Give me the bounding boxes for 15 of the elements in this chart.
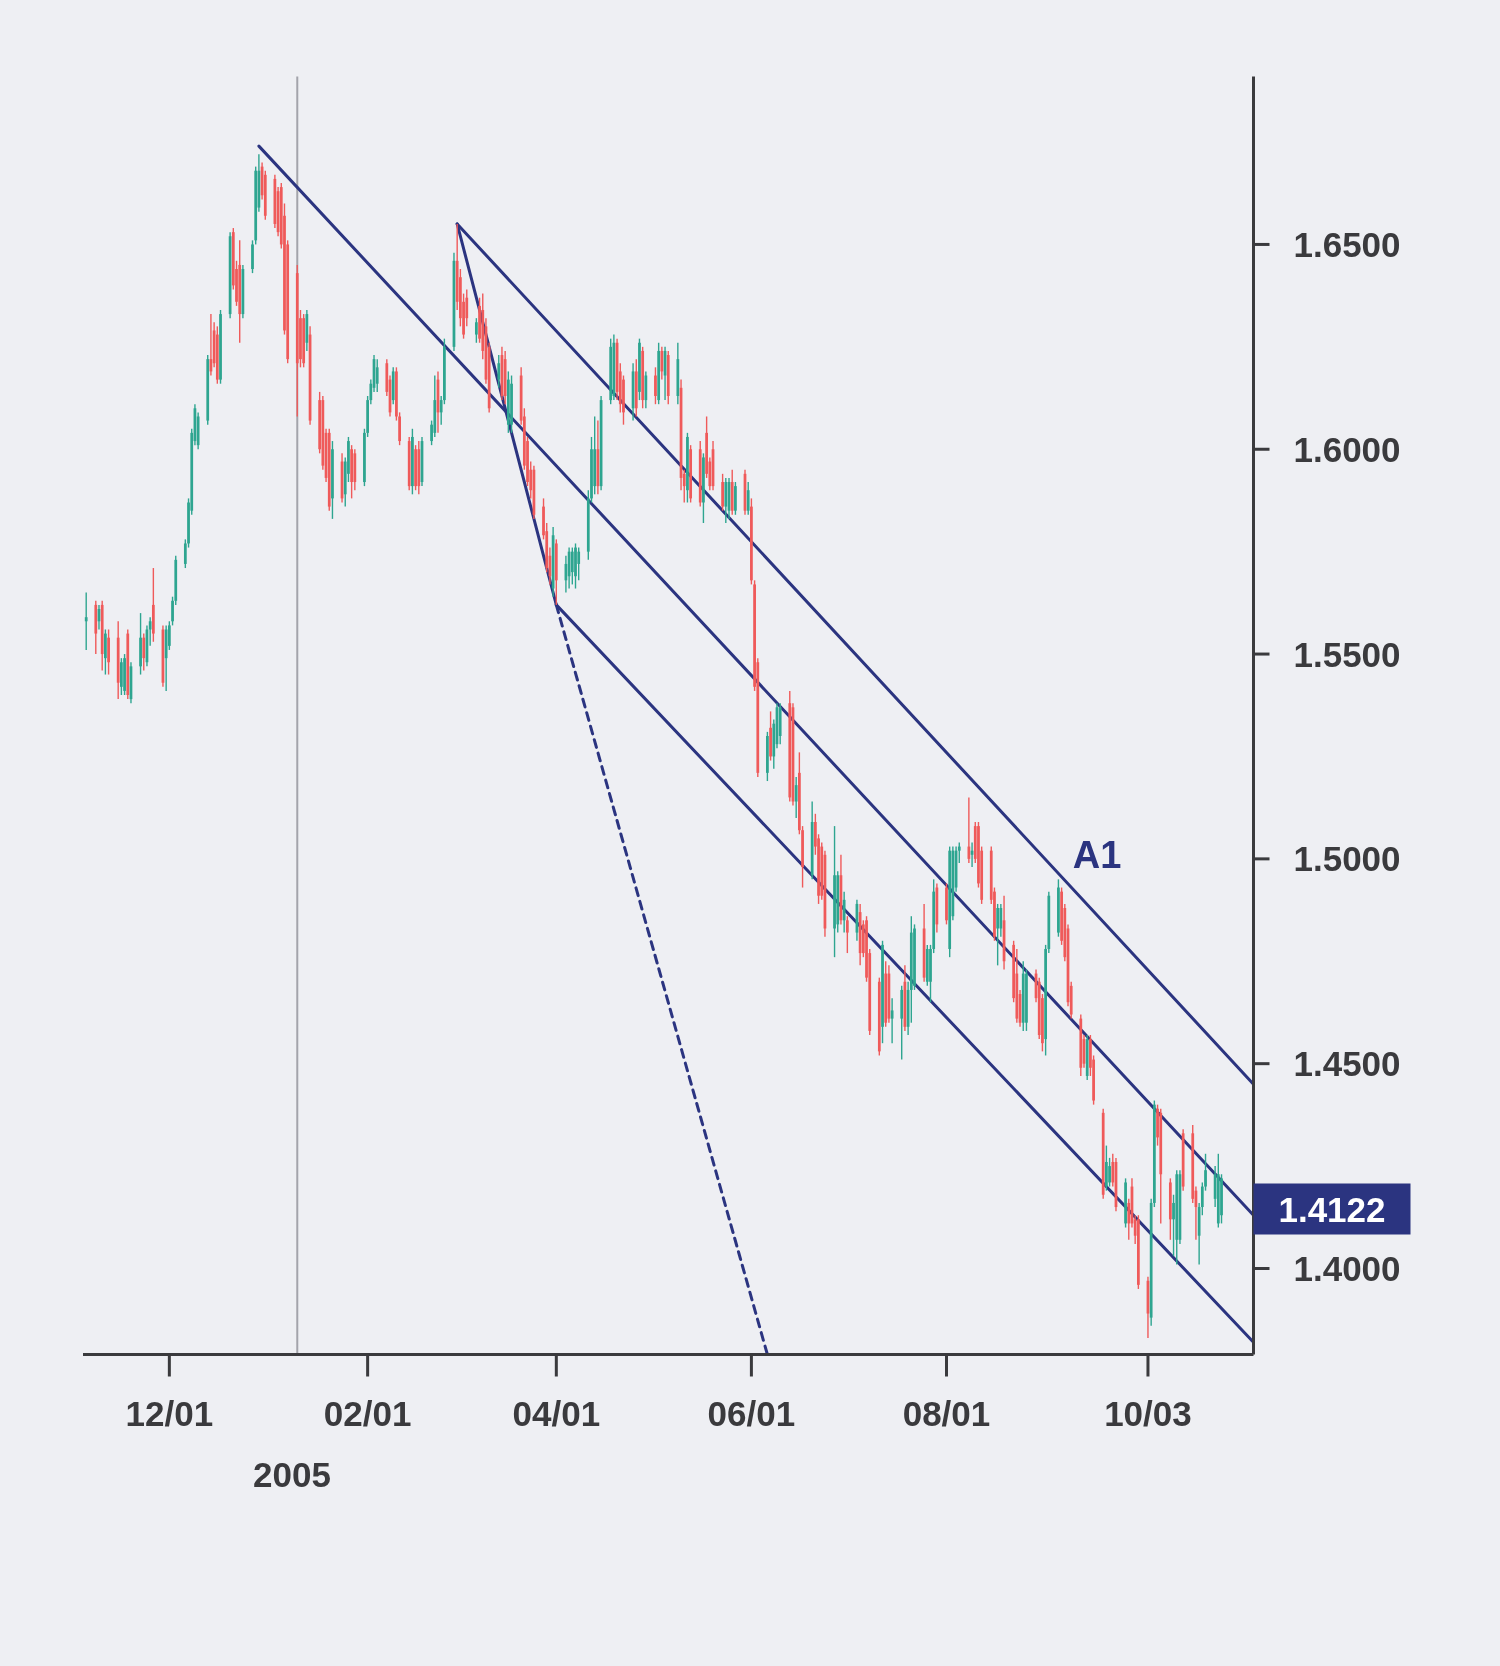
y-tick-label: 1.5000 bbox=[1293, 839, 1401, 879]
annotation: A1 bbox=[1072, 834, 1122, 876]
x-tick-label: 12/01 bbox=[125, 1393, 214, 1433]
x-tick-label: 10/03 bbox=[1104, 1393, 1192, 1433]
text: 1.4122 bbox=[1278, 1189, 1386, 1229]
text: 2005 bbox=[253, 1454, 331, 1494]
y-tick-label: 1.6500 bbox=[1293, 224, 1401, 264]
x-tick-label: 08/01 bbox=[902, 1393, 991, 1433]
y-tick-label: 1.4000 bbox=[1293, 1248, 1401, 1288]
x-tick-label: 04/01 bbox=[512, 1393, 601, 1433]
x-tick-label: 02/01 bbox=[323, 1393, 412, 1433]
y-tick-label: 1.6000 bbox=[1293, 429, 1401, 469]
y-tick-label: 1.5500 bbox=[1293, 634, 1401, 674]
y-tick-label: 1.4500 bbox=[1293, 1044, 1401, 1084]
x-tick-label: 06/01 bbox=[707, 1393, 796, 1433]
